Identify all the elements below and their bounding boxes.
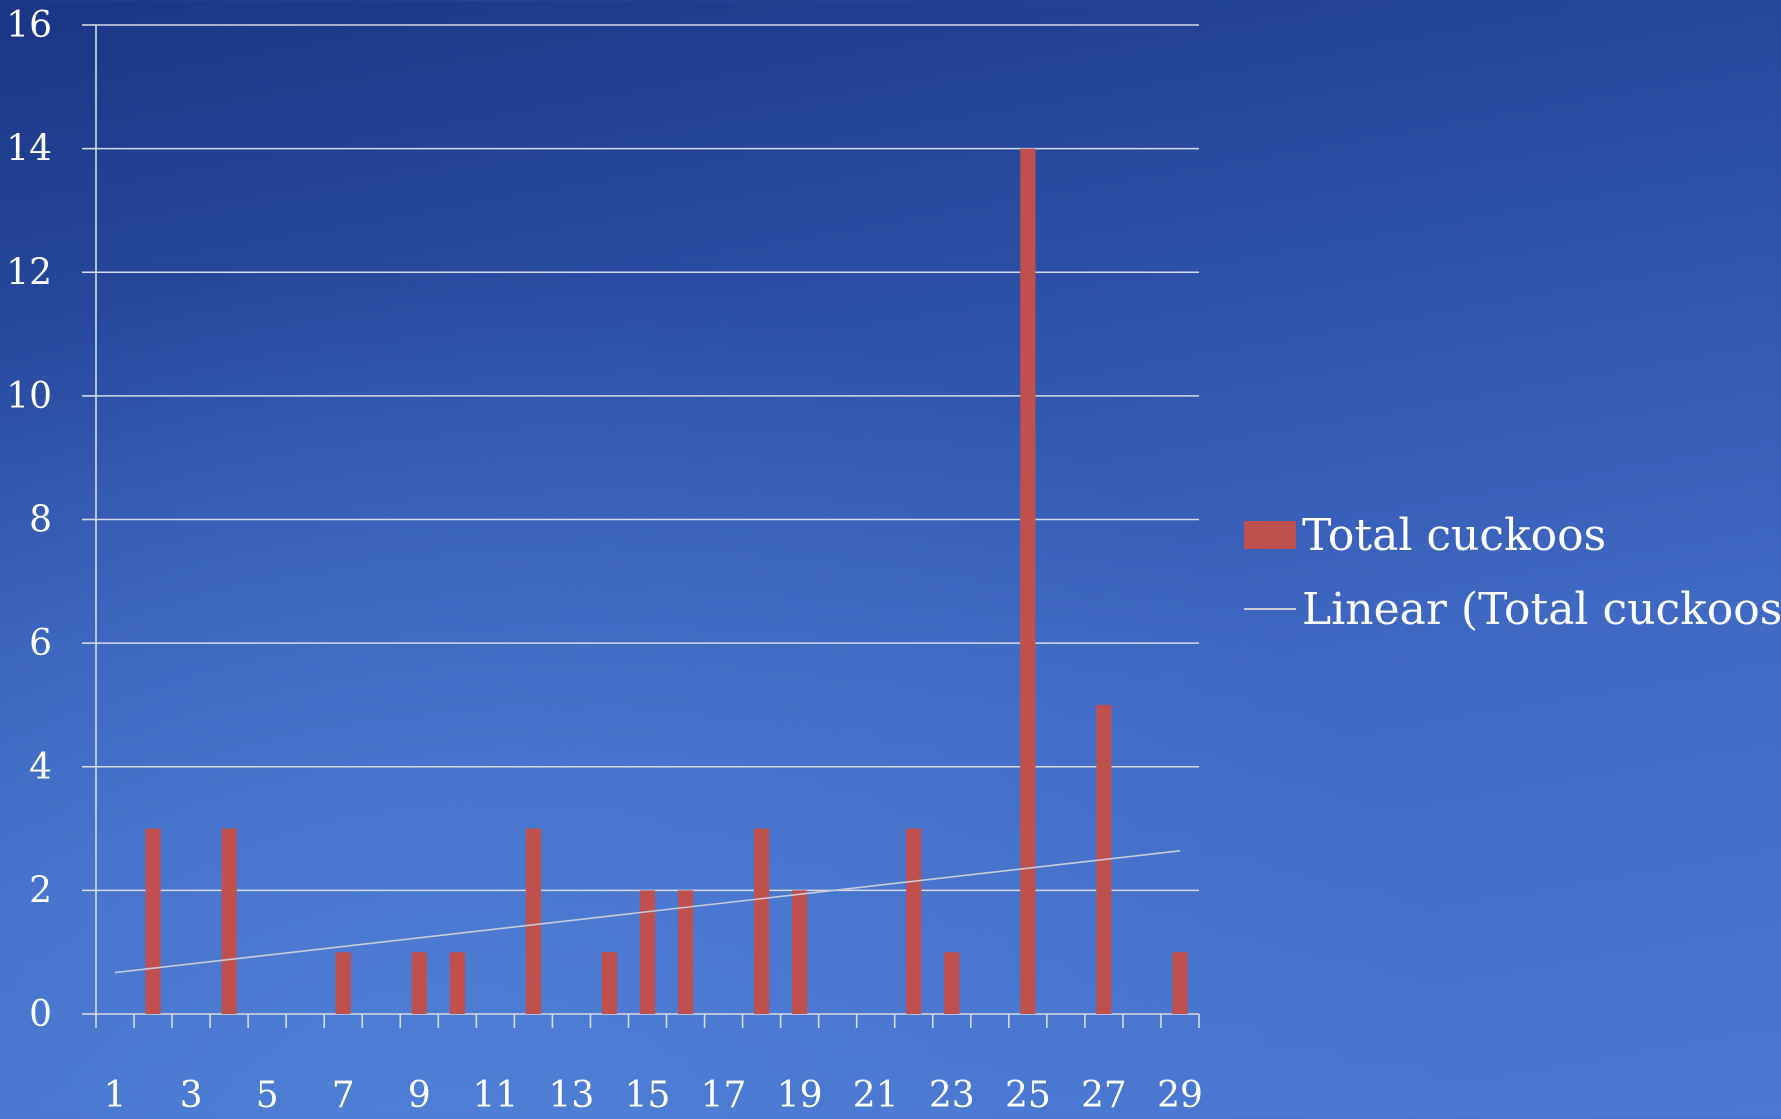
bar-19: [792, 890, 808, 1014]
legend-item-trendline: Linear (Total cuckoos): [1244, 572, 1781, 646]
bar-22: [906, 828, 922, 1014]
legend-item-bars: Total cuckoos: [1244, 498, 1781, 572]
bar-16: [677, 890, 694, 1014]
y-tick-label-6: 6: [29, 623, 52, 664]
legend-swatch-line: [1244, 608, 1296, 610]
x-tick-label-13: 13: [549, 1075, 595, 1116]
y-tick-label-4: 4: [29, 747, 52, 788]
bar-4: [221, 828, 237, 1014]
trendline: [114, 850, 1181, 974]
y-tick-label-14: 14: [6, 129, 52, 170]
bar-14: [601, 952, 618, 1014]
bar-23: [944, 952, 960, 1014]
x-tick-label-3: 3: [180, 1075, 203, 1116]
bar-9: [411, 952, 427, 1014]
gridlines: [96, 24, 1199, 892]
x-tick-label-27: 27: [1081, 1075, 1127, 1116]
bars: [145, 148, 1188, 1014]
x-tick-label-7: 7: [332, 1075, 355, 1116]
y-tick-label-0: 0: [29, 994, 52, 1035]
x-tick-label-29: 29: [1157, 1075, 1203, 1116]
x-tick-label-5: 5: [256, 1075, 279, 1116]
bar-18: [753, 828, 770, 1014]
axes: [82, 24, 1200, 1028]
bar-29: [1172, 952, 1188, 1014]
x-tick-label-25: 25: [1005, 1075, 1051, 1116]
y-tick-label-8: 8: [29, 500, 52, 541]
y-tick-label-2: 2: [29, 870, 52, 911]
bar-10: [449, 952, 465, 1014]
x-tick-label-1: 1: [104, 1075, 127, 1116]
trendline-group: [114, 850, 1181, 974]
y-tick-label-10: 10: [6, 376, 52, 417]
y-tick-label-16: 16: [6, 5, 52, 46]
x-tick-label-9: 9: [408, 1075, 431, 1116]
bar-7: [335, 952, 351, 1014]
bar-2: [145, 828, 161, 1014]
bar-12: [525, 828, 542, 1014]
x-tick-label-17: 17: [701, 1075, 747, 1116]
y-axis-labels: 0 2 4 6 8 10 12 14 16: [6, 5, 52, 1035]
legend: Total cuckoos Linear (Total cuckoos): [1244, 498, 1781, 646]
legend-label-trendline: Linear (Total cuckoos): [1302, 583, 1781, 635]
x-axis-labels: 1 3 5 7 9 11 13 15 17 19 21 23 25 27 29: [104, 1075, 1203, 1116]
bar-15: [639, 890, 656, 1014]
bar-25: [1020, 148, 1036, 1014]
legend-label-bars: Total cuckoos: [1302, 509, 1607, 561]
y-tick-label-12: 12: [6, 252, 52, 293]
x-tick-label-23: 23: [929, 1075, 975, 1116]
legend-swatch-bar: [1244, 521, 1296, 549]
x-tick-label-11: 11: [472, 1075, 518, 1116]
x-tick-label-15: 15: [625, 1075, 671, 1116]
x-tick-label-19: 19: [777, 1075, 823, 1116]
x-tick-label-21: 21: [853, 1075, 899, 1116]
